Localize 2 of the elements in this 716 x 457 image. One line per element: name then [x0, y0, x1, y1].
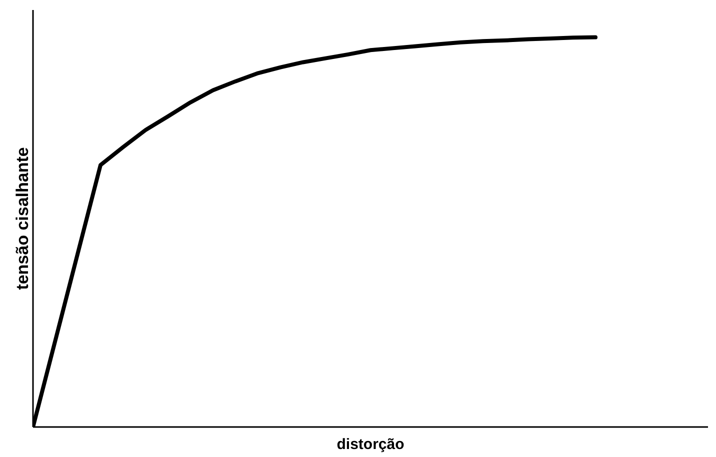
- x-axis-title: distorção: [336, 436, 404, 453]
- y-axis-title: tensão cisalhante: [13, 147, 32, 290]
